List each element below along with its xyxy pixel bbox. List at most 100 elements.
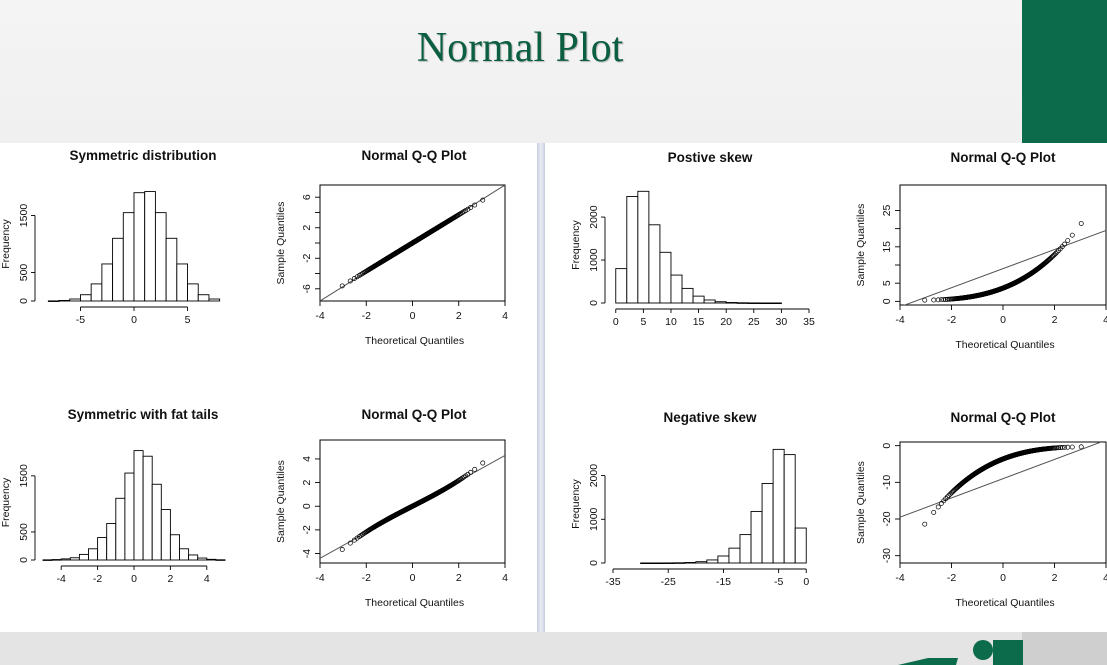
histogram-bar <box>208 298 221 302</box>
histogram-bar <box>659 251 672 304</box>
y-tick-label: 2000 <box>588 205 600 229</box>
histogram-bar <box>112 237 124 302</box>
histogram-bar <box>206 558 217 561</box>
x-tick-label: -4 <box>315 572 324 584</box>
y-tick-label: 6 <box>301 194 313 200</box>
qq-point <box>480 197 486 203</box>
histogram-bar <box>772 448 785 564</box>
y-tick-label: 4 <box>301 456 313 462</box>
histogram-bar <box>88 548 99 561</box>
qq-point <box>931 297 937 303</box>
histogram-bar <box>736 302 749 304</box>
x-tick-label: -4 <box>895 572 904 584</box>
histogram-bar <box>144 191 156 302</box>
x-tick-label: 0 <box>613 316 619 328</box>
histogram-bar <box>783 454 796 564</box>
x-tick-label: 25 <box>748 316 760 328</box>
qq-point <box>347 540 353 546</box>
qq-point <box>1056 445 1062 451</box>
x-tick-label: 4 <box>204 573 210 585</box>
chart-title: Normal Q-Q Plot <box>361 407 467 422</box>
histogram-bar <box>69 557 80 561</box>
x-tick-label: -2 <box>947 572 956 584</box>
histogram-bar <box>101 263 114 302</box>
y-tick-label: -6 <box>301 284 313 293</box>
chart-title: Symmetric with fat tails <box>68 407 219 422</box>
y-axis-label: Frequency <box>570 478 582 528</box>
qq-point <box>1062 241 1068 247</box>
x-tick-label: 0 <box>131 314 137 326</box>
histogram-bar <box>169 534 180 561</box>
y-tick-label: 5 <box>881 280 893 286</box>
chart-8: Normal Q-Q Plot-4 -2 0 2 40-10-20-30Theoreti… <box>855 410 1107 609</box>
y-tick-label: 0 <box>588 560 600 566</box>
x-axis-label: Theoretical Quantiles <box>365 335 464 347</box>
qq-point <box>1065 444 1071 450</box>
qq-point <box>360 271 366 276</box>
histogram-bar <box>758 302 771 305</box>
x-tick-label: 2 <box>456 310 462 322</box>
qq-point <box>457 211 463 217</box>
chart-title: Postive skew <box>668 150 753 165</box>
qq-point <box>1062 444 1068 450</box>
qq-point <box>347 278 353 284</box>
histogram-bar <box>80 294 92 302</box>
histogram-bar <box>637 190 650 304</box>
qq-point <box>1069 232 1075 238</box>
histogram-bar <box>115 497 126 561</box>
x-tick-label: -2 <box>362 572 371 584</box>
x-tick-label: 0 <box>1000 572 1006 584</box>
x-tick-label: 2 <box>167 573 173 585</box>
y-tick-label: 0 <box>881 298 893 304</box>
x-tick-label: -4 <box>315 310 324 322</box>
x-tick-label: 4 <box>1103 314 1107 326</box>
y-tick-label: 0 <box>881 443 893 449</box>
x-tick-label: 0 <box>410 310 416 322</box>
qq-point <box>339 283 345 289</box>
x-tick-label: -4 <box>895 314 904 326</box>
y-tick-label: 1000 <box>588 507 600 531</box>
y-tick-label: -4 <box>301 549 313 558</box>
x-tick-label: 0 <box>410 572 416 584</box>
y-tick-label: -2 <box>301 253 313 262</box>
y-tick-label: 2 <box>301 225 313 231</box>
chart-7: Negative skew -35 -25 -15 -5 0 0 1000 2000 Freque… <box>570 410 809 588</box>
x-tick-label: -2 <box>362 310 371 322</box>
histogram-bar <box>187 283 199 302</box>
histogram-bar <box>648 224 661 304</box>
qq-point <box>1065 238 1071 244</box>
y-axis-label: Frequency <box>0 477 12 527</box>
x-axis-label: Theoretical Quantiles <box>955 597 1054 609</box>
histogram-bar <box>58 299 71 302</box>
chart-1: Symmetric distribution -5 0 5 0 500 1500 Freque… <box>0 148 221 326</box>
chart-3: Postive skew 0 5 10 15 20 25 30 35 0 1000 2000 Frequ… <box>570 150 815 328</box>
histogram-bar <box>188 554 199 561</box>
chart-title: Normal Q-Q Plot <box>950 410 1056 425</box>
x-tick-label: 15 <box>693 316 705 328</box>
y-axis-label: Sample Quantiles <box>275 460 287 543</box>
histogram-bar <box>769 302 782 305</box>
qq-point <box>360 531 366 537</box>
histogram-bar <box>122 212 135 302</box>
qq-point <box>938 500 944 506</box>
chart-6: Normal Q-Q Plot -4 -2 0 2 4 -4 -2 0 2 4 Theoretical… <box>275 407 508 609</box>
histogram-bar <box>706 559 719 564</box>
y-tick-label: 0 <box>301 503 313 509</box>
slide-title: Normal Plot <box>416 25 624 71</box>
qq-point <box>946 492 952 498</box>
qq-point <box>922 297 928 303</box>
qq-point <box>457 477 463 483</box>
reference-line <box>903 229 1106 305</box>
chart-2: Normal Q-Q Plot -4 -2 0 2 4 -6 -2 2 6 Theoretical … <box>275 148 508 347</box>
histogram-bar <box>684 562 697 564</box>
x-tick-label: 0 <box>1000 314 1006 326</box>
histogram-bar <box>151 483 162 561</box>
histogram-bar <box>692 295 705 304</box>
window-divider <box>537 143 545 632</box>
x-tick-label: -4 <box>57 573 66 585</box>
x-tick-label: -35 <box>605 576 620 588</box>
histogram-bar <box>728 547 741 564</box>
y-axis-label: Sample Quantiles <box>855 204 867 287</box>
x-tick-label: -15 <box>716 576 731 588</box>
qq-point <box>944 494 950 500</box>
